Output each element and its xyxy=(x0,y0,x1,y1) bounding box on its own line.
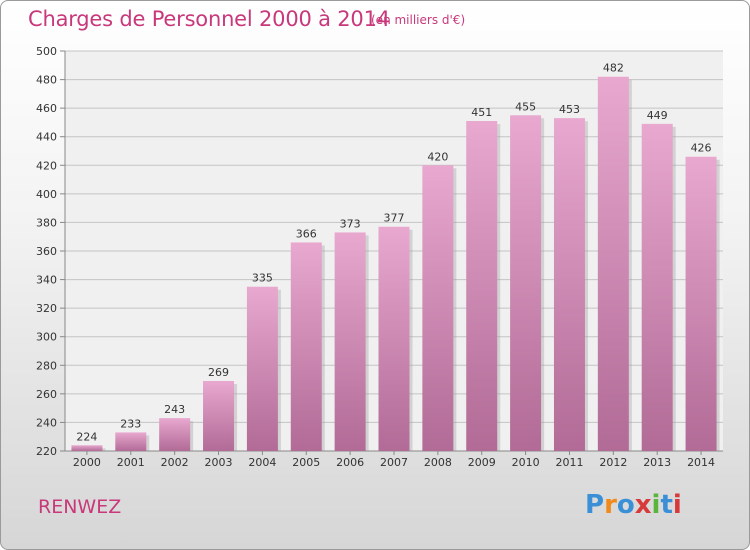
data-label: 453 xyxy=(559,103,580,116)
bar xyxy=(115,432,147,451)
data-label: 335 xyxy=(252,272,273,285)
data-label: 224 xyxy=(76,430,97,443)
bar xyxy=(203,381,235,451)
commune-name: RENWEZ xyxy=(38,496,122,518)
y-tick-label: 220 xyxy=(36,445,57,458)
data-label: 233 xyxy=(120,417,141,430)
x-tick-label: 2008 xyxy=(424,456,452,469)
y-tick-label: 360 xyxy=(36,245,57,258)
data-label: 269 xyxy=(208,366,229,379)
chart-subtitle: (en milliers d'€) xyxy=(371,13,466,27)
bar xyxy=(159,418,191,451)
logo-letter: i xyxy=(672,490,682,520)
x-tick-label: 2001 xyxy=(117,456,145,469)
y-tick-label: 300 xyxy=(36,331,57,344)
x-tick-label: 2012 xyxy=(599,456,627,469)
logo-letter: r xyxy=(604,490,617,520)
x-tick-label: 2011 xyxy=(555,456,583,469)
bar xyxy=(641,123,673,451)
y-tick-label: 500 xyxy=(36,45,57,58)
data-label: 243 xyxy=(164,403,185,416)
x-tick-label: 2004 xyxy=(248,456,276,469)
y-tick-label: 320 xyxy=(36,302,57,315)
x-tick-label: 2003 xyxy=(205,456,233,469)
data-label: 366 xyxy=(296,227,317,240)
bar xyxy=(378,226,410,451)
x-tick-label: 2007 xyxy=(380,456,408,469)
logo-letter: P xyxy=(585,490,605,520)
bar xyxy=(334,232,366,451)
y-tick-label: 480 xyxy=(36,74,57,87)
logo-letter: o xyxy=(616,490,635,520)
x-tick-label: 2013 xyxy=(643,456,671,469)
x-tick-label: 2014 xyxy=(687,456,715,469)
logo-letter: x xyxy=(634,490,652,520)
x-tick-label: 2010 xyxy=(512,456,540,469)
proxiti-logo: Proxiti xyxy=(585,490,682,520)
y-tick-label: 420 xyxy=(36,159,57,172)
data-label: 449 xyxy=(647,109,668,122)
logo-letter: i xyxy=(651,490,661,520)
data-label: 377 xyxy=(384,212,405,225)
x-tick-label: 2009 xyxy=(468,456,496,469)
x-tick-label: 2005 xyxy=(292,456,320,469)
data-label: 482 xyxy=(603,62,624,75)
x-tick-label: 2002 xyxy=(161,456,189,469)
x-tick-label: 2006 xyxy=(336,456,364,469)
y-tick-label: 280 xyxy=(36,359,57,372)
data-label: 455 xyxy=(515,100,536,113)
y-tick-label: 460 xyxy=(36,102,57,115)
data-label: 451 xyxy=(471,106,492,119)
y-tick-label: 400 xyxy=(36,188,57,201)
x-tick-label: 2000 xyxy=(73,456,101,469)
y-tick-label: 380 xyxy=(36,216,57,229)
y-tick-label: 340 xyxy=(36,274,57,287)
y-tick-label: 240 xyxy=(36,416,57,429)
bar xyxy=(466,121,498,451)
bar xyxy=(422,165,454,452)
bar xyxy=(246,286,278,451)
data-label: 373 xyxy=(340,217,361,230)
y-tick-label: 260 xyxy=(36,388,57,401)
data-label: 426 xyxy=(691,142,712,155)
bar xyxy=(290,242,322,451)
bar xyxy=(685,156,717,451)
bar xyxy=(71,445,103,451)
y-tick-label: 440 xyxy=(36,131,57,144)
bar xyxy=(553,118,585,452)
bar xyxy=(597,76,629,451)
bar xyxy=(510,115,542,452)
chart-title: Charges de Personnel 2000 à 2014 xyxy=(28,7,390,31)
logo-letter: t xyxy=(660,490,673,520)
data-label: 420 xyxy=(427,150,448,163)
